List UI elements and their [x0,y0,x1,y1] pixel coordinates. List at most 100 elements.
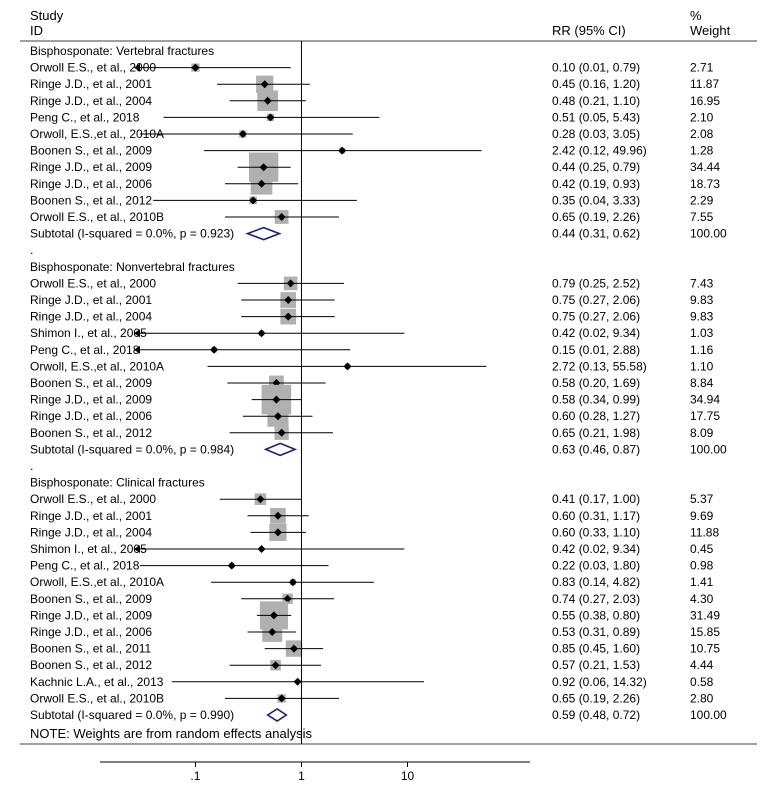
point-marker [258,545,266,553]
weight-text: 15.85 [690,625,720,639]
point-marker [210,346,218,354]
weight-text: 8.84 [690,376,714,390]
study-label: Boonen S., et al., 2012 [30,426,152,440]
weight-text: 31.49 [690,608,720,622]
rr-text: 0.42 (0.02, 9.34) [552,326,640,340]
study-label: Orwoll, E.S.,et al., 2010A [30,359,164,373]
study-label: Peng C., et al., 2018 [30,110,140,124]
study-label: Boonen S., et al., 2011 [30,642,152,656]
point-marker [228,562,236,570]
weight-text: 16.95 [690,94,720,108]
tick-label: 1 [298,769,305,783]
rr-text: 0.65 (0.21, 1.98) [552,426,640,440]
study-label: Ringe J.D., et al., 2009 [30,393,152,407]
tick-label: .1 [190,769,200,783]
weight-text: 1.10 [690,359,714,373]
weight-text: 18.73 [690,177,720,191]
weight-text: 2.71 [690,61,714,75]
weight-text: 1.28 [690,144,714,158]
weight-text: 1.03 [690,326,714,340]
study-label: Boonen S., et al., 2009 [30,592,152,606]
header-study-2: ID [30,23,43,38]
point-marker [294,678,302,686]
weight-text: 0.45 [690,542,714,556]
study-label: Ringe J.D., et al., 2009 [30,160,152,174]
rr-text: 0.74 (0.27, 2.03) [552,592,640,606]
study-label: Shimon I., et al., 2005 [30,542,147,556]
subtotal-rr: 0.59 (0.48, 0.72) [552,708,640,722]
group-title: Bisphosponate: Clinical fractures [30,476,205,490]
rr-text: 2.72 (0.13, 55.58) [552,359,647,373]
rr-text: 0.51 (0.05, 5.43) [552,110,640,124]
rr-text: 0.44 (0.25, 0.79) [552,160,640,174]
group-spacer: . [30,243,33,257]
weight-text: 34.94 [690,393,720,407]
weight-text: 2.29 [690,193,714,207]
weight-text: 9.83 [690,293,714,307]
subtotal-rr: 0.63 (0.46, 0.87) [552,442,640,456]
weight-text: 2.10 [690,110,714,124]
weight-text: 11.87 [690,77,719,91]
study-label: Ringe J.D., et al., 2006 [30,625,152,639]
study-label: Boonen S., et al., 2012 [30,658,152,672]
rr-text: 2.42 (0.12, 49.96) [552,144,647,158]
study-label: Orwoll, E.S.,et al., 2010A [30,575,164,589]
weight-text: 5.37 [690,492,714,506]
weight-text: 1.41 [690,575,714,589]
header-weight-1: % [690,8,702,23]
rr-text: 0.60 (0.31, 1.17) [552,509,640,523]
weight-text: 2.08 [690,127,714,141]
study-label: Ringe J.D., et al., 2004 [30,310,152,324]
rr-text: 0.79 (0.25, 2.52) [552,276,640,290]
study-label: Ringe J.D., et al., 2001 [30,509,152,523]
rr-text: 0.41 (0.17, 1.00) [552,492,640,506]
subtotal-diamond [248,228,280,240]
subtotal-weight: 100.00 [690,227,727,241]
subtotal-weight: 100.00 [690,442,727,456]
subtotal-weight: 100.00 [690,708,727,722]
rr-text: 0.10 (0.01, 0.79) [552,61,640,75]
header-weight-2: Weight [690,23,731,38]
study-label: Orwoll E.S., et al., 2000 [30,276,156,290]
rr-text: 0.15 (0.01, 2.88) [552,343,640,357]
study-label: Ringe J.D., et al., 2004 [30,525,152,539]
study-label: Boonen S., et al., 2009 [30,144,152,158]
rr-text: 0.92 (0.06, 14.32) [552,675,647,689]
rr-text: 0.28 (0.03, 3.05) [552,127,640,141]
forest-plot-container: { "layout": { "width": 767, "height": 80… [0,0,767,806]
rr-text: 0.65 (0.19, 2.26) [552,691,640,705]
subtotal-rr: 0.44 (0.31, 0.62) [552,227,640,241]
subtotal-label: Subtotal (I-squared = 0.0%, p = 0.984) [30,442,234,456]
weight-text: 10.75 [690,642,720,656]
rr-text: 0.60 (0.28, 1.27) [552,409,640,423]
study-label: Boonen S., et al., 2009 [30,376,152,390]
rr-text: 0.65 (0.19, 2.26) [552,210,640,224]
rr-text: 0.75 (0.27, 2.06) [552,310,640,324]
group-title: Bisphosponate: Nonvertebral fractures [30,260,235,274]
rr-text: 0.75 (0.27, 2.06) [552,293,640,307]
weight-text: 8.09 [690,426,714,440]
header-rr: RR (95% CI) [552,23,626,38]
subtotal-label: Subtotal (I-squared = 0.0%, p = 0.990) [30,708,234,722]
study-label: Peng C., et al., 2018 [30,559,140,573]
study-label: Ringe J.D., et al., 2006 [30,409,152,423]
weight-text: 0.58 [690,675,714,689]
weight-text: 2.80 [690,691,714,705]
weight-text: 4.30 [690,592,714,606]
study-label: Orwoll E.S., et al., 2010B [30,691,164,705]
rr-text: 0.58 (0.20, 1.69) [552,376,640,390]
study-label: Ringe J.D., et al., 2004 [30,94,152,108]
rr-text: 0.53 (0.31, 0.89) [552,625,640,639]
weight-text: 1.16 [690,343,714,357]
study-label: Orwoll E.S., et al., 2000 [30,492,156,506]
weight-text: 17.75 [690,409,720,423]
weight-text: 4.44 [690,658,714,672]
study-label: Peng C., et al., 2018 [30,343,140,357]
rr-text: 0.22 (0.03, 1.80) [552,559,640,573]
rr-text: 0.35 (0.04, 3.33) [552,193,640,207]
study-label: Ringe J.D., et al., 2006 [30,177,152,191]
point-marker [258,329,266,337]
study-label: Ringe J.D., et al., 2009 [30,608,152,622]
header-study-1: Study [30,8,64,23]
rr-text: 0.57 (0.21, 1.53) [552,658,640,672]
